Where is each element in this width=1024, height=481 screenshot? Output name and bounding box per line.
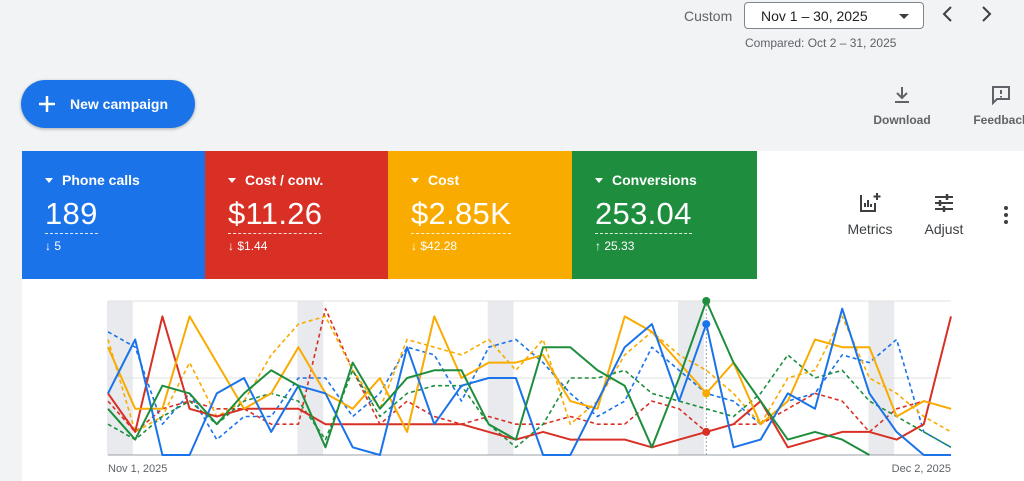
download-label: Download xyxy=(873,113,931,127)
metric-change: ↓ $42.28 xyxy=(411,239,458,253)
metric-change: ↓ $1.44 xyxy=(228,239,268,253)
date-range-select[interactable]: Nov 1 – 30, 2025 xyxy=(744,2,924,29)
metric-label: Cost xyxy=(411,172,572,188)
metric-label: Phone calls xyxy=(45,172,206,188)
series-line-cost xyxy=(107,315,952,433)
adjust-button[interactable]: Adjust xyxy=(918,191,970,237)
series-line-cost-conv xyxy=(107,315,952,449)
metric-value: $11.26 xyxy=(228,196,323,234)
adjust-label: Adjust xyxy=(924,221,964,237)
metric-label: Conversions xyxy=(595,172,757,188)
metric-cost[interactable]: Cost $2.85K ↓ $42.28 xyxy=(388,151,572,279)
range-type-label: Custom xyxy=(684,8,733,24)
new-campaign-label: New campaign xyxy=(70,96,169,112)
metric-change-value: $1.44 xyxy=(237,239,268,253)
chevron-left-icon[interactable] xyxy=(938,4,958,24)
x-axis-start-label: Nov 1, 2025 xyxy=(108,463,167,475)
metrics-button[interactable]: Metrics xyxy=(842,191,898,237)
metric-change: ↓ 5 xyxy=(45,239,62,253)
gridlines xyxy=(108,300,951,456)
hover-markers xyxy=(702,297,711,436)
metrics-label: Metrics xyxy=(847,221,893,237)
series-line-phone-calls xyxy=(107,307,951,456)
feedback-label: Feedback xyxy=(973,113,1024,127)
metric-cost-per-conv[interactable]: Cost / conv. $11.26 ↓ $1.44 xyxy=(205,151,389,279)
metric-conversions[interactable]: Conversions 253.04 ↑ 25.33 xyxy=(572,151,757,279)
hover-point xyxy=(702,297,711,305)
tune-icon xyxy=(935,194,953,212)
plus-icon xyxy=(39,96,55,112)
date-range-value: Nov 1 – 30, 2025 xyxy=(761,8,868,24)
metric-value: 253.04 xyxy=(595,196,692,234)
series-line-cost-prev xyxy=(107,315,952,433)
hover-point xyxy=(702,320,711,329)
metric-change-value: 25.33 xyxy=(604,239,635,253)
series-line-conversions xyxy=(107,300,870,456)
metric-change-value: 5 xyxy=(54,239,62,253)
feedback-button[interactable]: Feedback xyxy=(971,84,1024,127)
chevron-right-icon[interactable] xyxy=(976,4,996,24)
metric-phone-calls[interactable]: Phone calls 189 ↓ 5 xyxy=(22,151,206,279)
add-chart-icon xyxy=(860,193,881,212)
metric-value: $2.85K xyxy=(411,196,512,234)
download-button[interactable]: Download xyxy=(873,84,931,127)
feedback-icon xyxy=(992,86,1010,106)
series-line-phone-calls-prev xyxy=(107,331,952,448)
metric-change-value: $42.28 xyxy=(420,239,458,253)
performance-card: Phone calls 189 ↓ 5 Cost / conv. $11.26 … xyxy=(22,151,1024,481)
metric-change: ↑ 25.33 xyxy=(595,239,635,253)
performance-chart[interactable]: Nov 1, 2025 Dec 2, 2025 xyxy=(22,279,1024,481)
top-bar: Custom Nov 1 – 30, 2025 Compared: Oct 2 … xyxy=(0,0,1024,60)
metric-label: Cost / conv. xyxy=(228,172,389,188)
series-lines xyxy=(107,300,952,456)
x-axis-end-label: Dec 2, 2025 xyxy=(892,463,951,475)
hover-point xyxy=(702,389,711,398)
more-vert-icon[interactable] xyxy=(1000,205,1012,225)
series-line-conversions-prev xyxy=(107,354,952,449)
series-line-cost-conv-prev xyxy=(107,307,952,433)
download-icon xyxy=(895,87,909,103)
new-campaign-button[interactable]: New campaign xyxy=(21,80,195,128)
dropdown-caret-icon xyxy=(899,14,909,19)
compared-range: Compared: Oct 2 – 31, 2025 xyxy=(745,36,897,50)
hover-point xyxy=(702,427,711,436)
metric-value: 189 xyxy=(45,196,98,234)
